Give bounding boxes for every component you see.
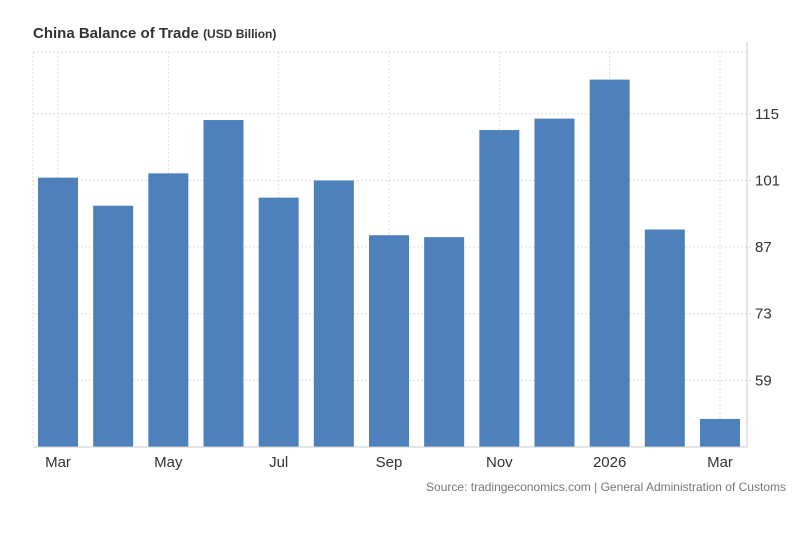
chart-title: China Balance of Trade (USD Billion) (33, 25, 276, 42)
y-tick-label: 101 (755, 172, 780, 189)
bar (313, 180, 354, 448)
y-tick-label: 59 (755, 372, 772, 389)
bar (479, 130, 520, 447)
title-text: China Balance of Trade (33, 25, 199, 42)
bar (258, 197, 299, 447)
bar (424, 237, 465, 447)
x-tick-label: Sep (376, 454, 403, 471)
x-tick-label: Jul (269, 454, 288, 471)
x-tick-label: 2026 (593, 454, 626, 471)
title-unit: (USD Billion) (203, 27, 277, 41)
source-note: Source: tradingeconomics.com | General A… (426, 480, 786, 494)
bar (534, 118, 575, 448)
x-tick-label: May (154, 454, 183, 471)
y-tick-label: 87 (755, 239, 772, 256)
bar (589, 79, 630, 447)
y-tick-label: 115 (755, 106, 779, 123)
x-tick-label: Nov (486, 454, 513, 471)
bar (148, 173, 189, 448)
bar (700, 418, 740, 447)
bar (369, 235, 409, 447)
bar (38, 177, 78, 447)
x-tick-label: Mar (707, 454, 733, 471)
y-tick-label: 73 (755, 306, 772, 323)
x-tick-label: Mar (45, 454, 71, 471)
bar (93, 205, 134, 447)
bar (644, 229, 685, 447)
bar (203, 120, 244, 448)
